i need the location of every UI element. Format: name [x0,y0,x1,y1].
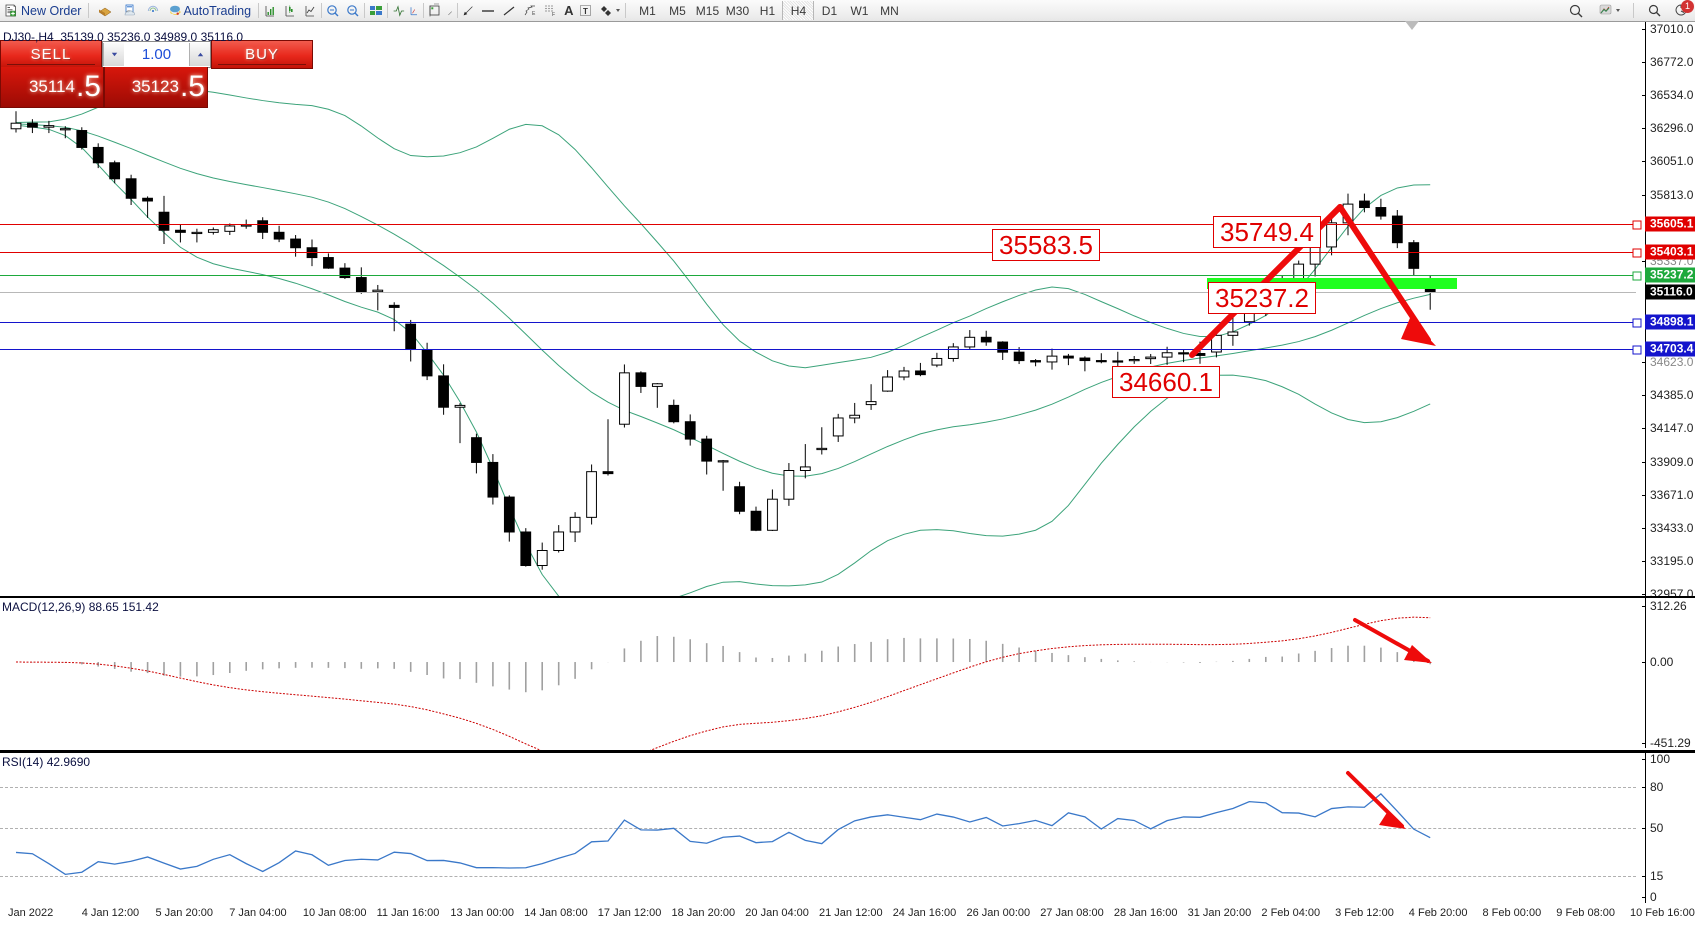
svg-text:F: F [552,12,555,18]
svg-text:T: T [583,7,588,16]
svg-text:E: E [532,11,536,17]
